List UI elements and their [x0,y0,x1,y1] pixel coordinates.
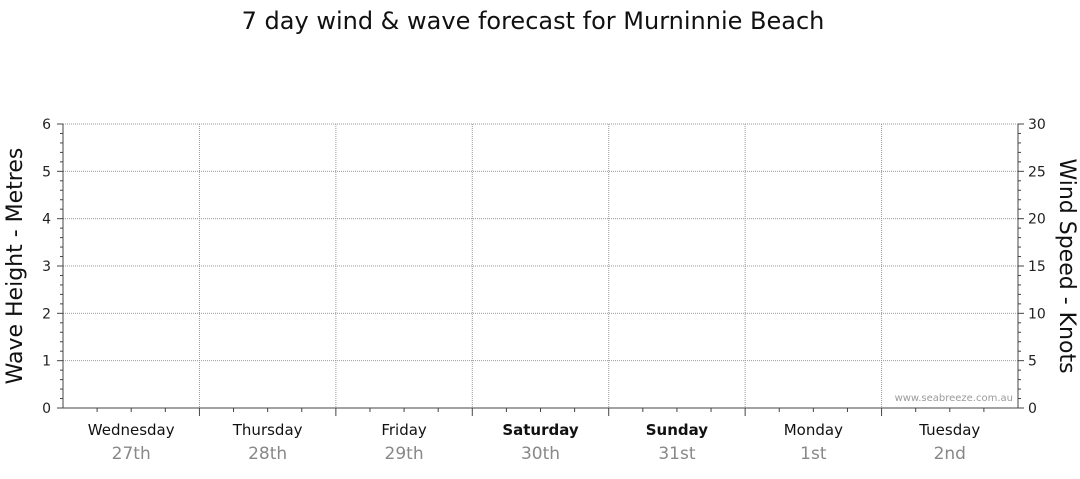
chart-title: 7 day wind & wave forecast for Murninnie… [242,7,825,35]
y-axis-right-label: Wind Speed - Knots [1054,158,1079,373]
x-day-label: Saturday [502,421,579,439]
y-left-tick-label: 0 [42,401,51,417]
y-left-tick-label: 6 [42,117,51,133]
x-date-label: 28th [248,444,287,464]
y-left-tick-label: 1 [42,354,51,370]
x-date-label: 1st [800,444,827,464]
y-right-tick-label: 15 [1028,259,1046,275]
y-right-tick-label: 5 [1028,354,1037,370]
y-left-tick-label: 3 [42,259,51,275]
y-right-tick-label: 10 [1028,306,1046,322]
y-right-tick-label: 0 [1028,401,1037,417]
watermark: www.seabreeze.com.au [895,393,1013,404]
y-right-tick-label: 30 [1028,117,1046,133]
x-day-label: Wednesday [88,421,175,439]
y-left-tick-label: 2 [42,306,51,322]
y-right-tick-label: 25 [1028,164,1046,180]
x-day-label: Monday [784,421,843,439]
axis-layer [57,123,1024,416]
x-day-label: Sunday [646,421,709,439]
y-right-tick-label: 20 [1028,212,1046,228]
x-date-label: 29th [385,444,424,464]
x-date-label: 30th [521,444,560,464]
grid-layer [63,123,1018,408]
y-left-tick-label: 5 [42,164,51,180]
x-day-label: Thursday [232,421,303,439]
x-date-label: 27th [112,444,151,464]
label-layer: 0 1 2 3 4 5 6 0 5 10 15 20 25 30 Wednesday 27th Thursday… [42,117,1046,464]
y-left-tick-label: 4 [42,212,51,228]
y-axis-left-label: Wave Height - Metres [3,148,28,385]
x-date-label: 31st [658,444,695,464]
x-day-label: Friday [381,421,427,439]
x-date-label: 2nd [934,444,966,464]
x-day-label: Tuesday [918,421,980,439]
